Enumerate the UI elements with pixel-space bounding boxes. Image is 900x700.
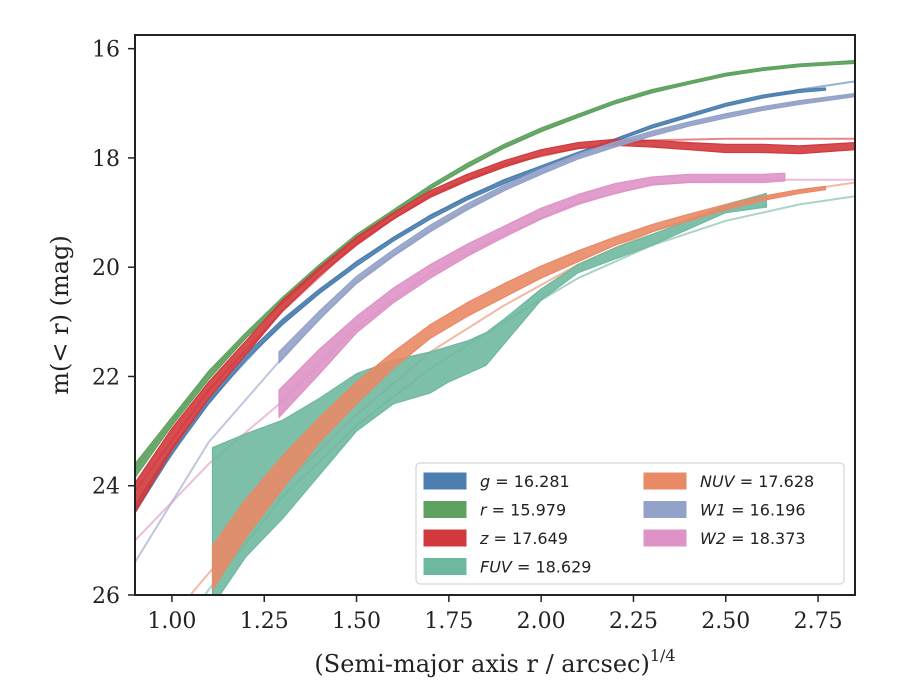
legend: g = 16.281 r = 15.979 z = 17.649 FUV = 18.6… <box>415 462 845 585</box>
x-axis-ticks: 1.00 1.25 1.50 1.75 2.00 2.25 2.50 2.75 <box>147 595 843 634</box>
data-band-w2 <box>278 172 786 418</box>
y-axis-ticks: 16 18 20 22 24 26 <box>92 38 135 609</box>
model-curve-nuv <box>189 181 855 595</box>
legend-swatch-w1 <box>643 501 687 518</box>
legend-label-nuv: NUV = 17.628 <box>700 472 814 491</box>
x-tick-label: 1.75 <box>424 609 473 634</box>
data-band-r <box>135 60 855 479</box>
y-tick-label: 18 <box>92 147 120 172</box>
plot-frame <box>134 34 856 596</box>
x-tick-label: 2.25 <box>609 609 658 634</box>
legend-box <box>415 462 845 585</box>
model-curve-r <box>135 59 855 470</box>
data-band-fuv <box>211 192 768 595</box>
x-axis-label-exponent: 1/4 <box>650 646 676 665</box>
legend-label-r: r = 15.979 <box>480 501 566 520</box>
y-tick-label: 20 <box>92 256 120 281</box>
data-bands <box>135 60 855 595</box>
x-tick-label: 2.00 <box>517 609 566 634</box>
legend-label-w1: W1 = 16.196 <box>700 501 806 520</box>
legend-label-w2: W2 = 18.373 <box>700 529 806 548</box>
x-tick-label: 2.75 <box>794 609 843 634</box>
x-tick-label: 2.50 <box>701 609 750 634</box>
model-curves <box>135 59 855 595</box>
data-band-g <box>135 87 827 514</box>
y-tick-label: 24 <box>92 475 120 500</box>
data-band-nuv <box>211 185 827 591</box>
legend-swatch-r <box>423 501 467 518</box>
legend-swatch-w2 <box>643 529 687 547</box>
y-axis-label: m(< r) (mag) <box>46 235 74 394</box>
legend-swatch-g <box>423 472 467 490</box>
legend-label-g: g = 16.281 <box>480 472 570 491</box>
x-tick-label: 1.25 <box>240 609 289 634</box>
legend-swatch-z <box>423 529 467 547</box>
legend-label-fuv: FUV = 18.629 <box>480 558 591 577</box>
y-tick-label: 16 <box>92 38 120 63</box>
data-band-z <box>135 138 855 514</box>
data-band-w1 <box>278 92 855 364</box>
y-tick-label: 22 <box>92 365 120 390</box>
y-tick-label: 26 <box>92 584 120 609</box>
x-tick-label: 1.00 <box>147 609 196 634</box>
x-axis-label: (Semi-major axis r / arcsec)1/4 <box>314 646 675 678</box>
legend-label-z: z = 17.649 <box>479 529 568 548</box>
legend-swatch-fuv <box>423 558 467 575</box>
legend-swatch-nuv <box>643 472 687 490</box>
x-tick-label: 1.50 <box>332 609 381 634</box>
